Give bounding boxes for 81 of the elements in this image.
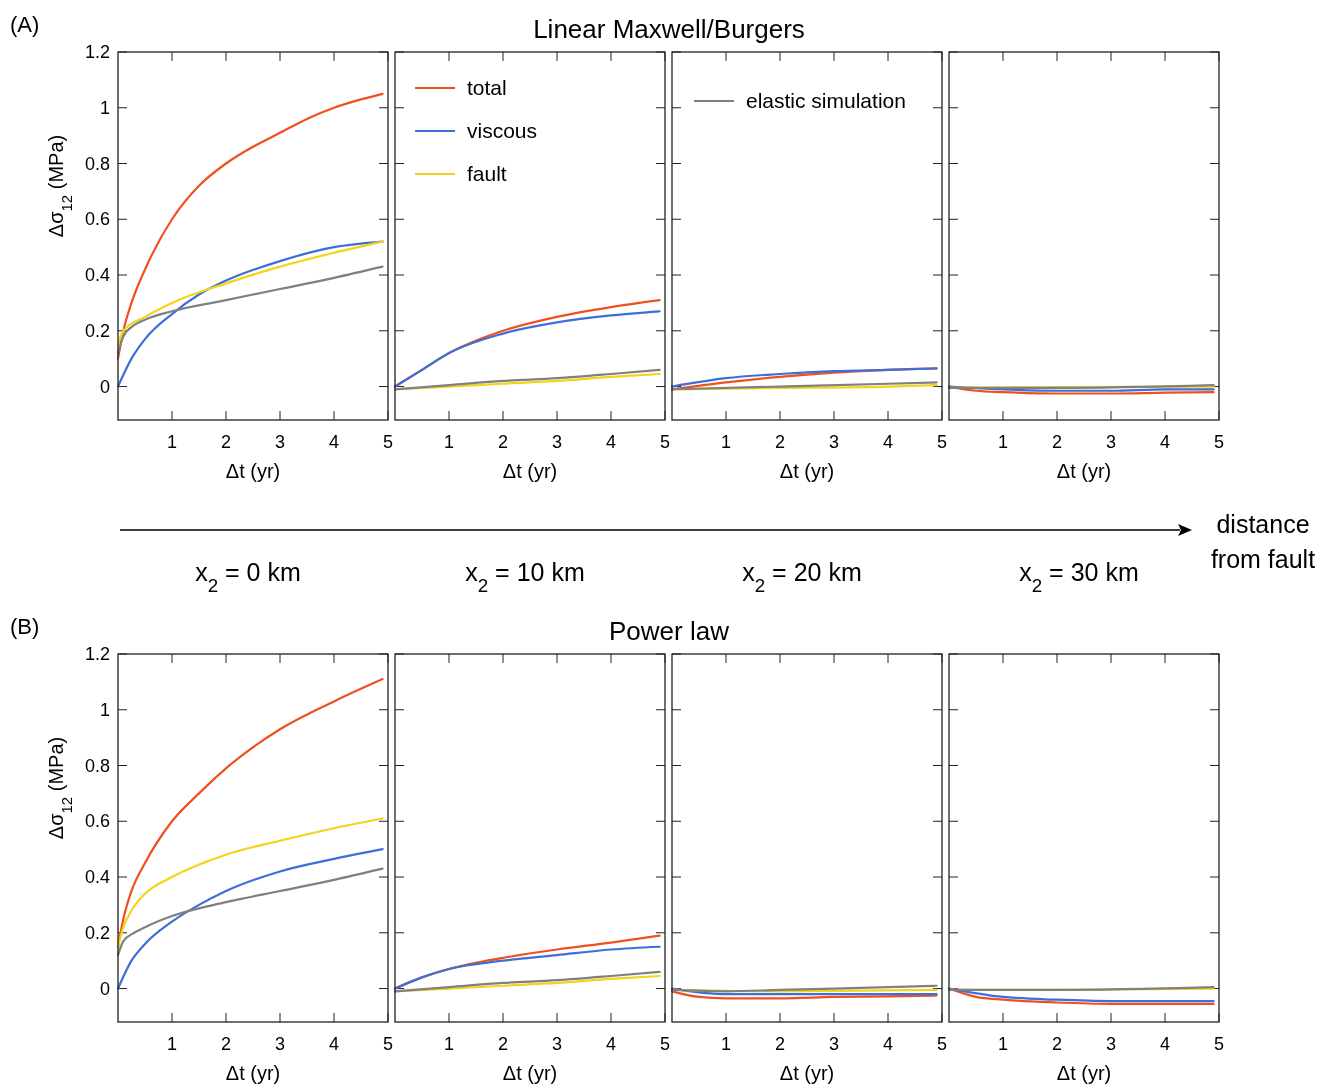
x-tick-label: 5	[1213, 1034, 1225, 1054]
x-tick-label: 2	[774, 432, 786, 452]
y-tick-label: 0.6	[84, 811, 110, 832]
text: x$_{2}$ = 30 km	[1019, 558, 1139, 596]
x-tick-label: 3	[828, 1034, 840, 1054]
x-axis-title: Δt (yr)	[1056, 1062, 1112, 1084]
text: x$_{2}$ = 20 km	[742, 558, 862, 596]
x-tick-label: 3	[274, 1034, 286, 1054]
x-tick-label: 2	[220, 432, 232, 452]
y-tick-label: 0.4	[84, 867, 110, 888]
y-tick-label: 0	[99, 376, 110, 397]
x-tick-label: 4	[328, 1034, 340, 1054]
x-tick-label: 5	[382, 432, 394, 452]
x-tick-label: 4	[1159, 1034, 1171, 1054]
line-series	[116, 848, 384, 990]
y-tick-label: 0	[99, 978, 110, 999]
y-tick-label: 1	[99, 699, 110, 720]
x-tick-label: 5	[659, 1034, 671, 1054]
x-tick-label: 1	[166, 1034, 178, 1054]
x-tick-label: 4	[328, 432, 340, 452]
y-tick-label: 1.2	[84, 644, 110, 664]
y-tick-label: 1.2	[84, 42, 110, 62]
x-tick-label: 4	[605, 1034, 617, 1054]
x-tick-label: 5	[1213, 432, 1225, 452]
x-tick-label: 2	[774, 1034, 786, 1054]
x-tick-label: 2	[497, 432, 509, 452]
text: (A)	[10, 12, 40, 37]
x-axis-title: Δt (yr)	[225, 1062, 281, 1084]
x-tick-label: 3	[1105, 432, 1117, 452]
x-tick-label: 2	[1051, 432, 1063, 452]
y-tick-label: 0.6	[84, 209, 110, 230]
x-tick-label: 1	[443, 432, 455, 452]
x-tick-label: 4	[605, 432, 617, 452]
x-tick-label: 4	[882, 1034, 894, 1054]
text: distance from fault	[1210, 510, 1316, 573]
x-tick-label: 1	[997, 432, 1009, 452]
x-axis-title: Δt (yr)	[502, 460, 558, 482]
x-axis-title: Δt (yr)	[779, 460, 835, 482]
text: x$_{2}$ = 0 km	[195, 558, 301, 596]
x-tick-label: 1	[720, 432, 732, 452]
legend-label: viscous	[467, 119, 538, 142]
y-tick-label: 0.8	[84, 755, 110, 776]
y-tick-label: 0.4	[84, 265, 110, 286]
x-axis-title: Δt (yr)	[502, 1062, 558, 1084]
x-tick-label: 1	[720, 1034, 732, 1054]
y-tick-label: 0.8	[84, 153, 110, 174]
x-tick-label: 1	[166, 432, 178, 452]
text: x$_{2}$ = 10 km	[465, 558, 585, 596]
line-series	[116, 817, 384, 948]
x-tick-label: 3	[274, 432, 286, 452]
text: Power law	[609, 616, 730, 646]
x-axis-title: Δt (yr)	[1056, 460, 1112, 482]
x-axis-title: Δt (yr)	[225, 460, 281, 482]
line-series	[116, 240, 384, 346]
line-series	[116, 265, 384, 355]
x-tick-label: 4	[1159, 432, 1171, 452]
x-axis-title: Δt (yr)	[779, 1062, 835, 1084]
legend-label: total	[467, 76, 507, 99]
x-tick-label: 2	[497, 1034, 509, 1054]
x-tick-label: 1	[443, 1034, 455, 1054]
x-tick-label: 5	[936, 1034, 948, 1054]
text: (B)	[10, 614, 40, 639]
x-tick-label: 3	[1105, 1034, 1117, 1054]
x-tick-label: 4	[882, 432, 894, 452]
line-series	[116, 92, 384, 360]
x-tick-label: 5	[382, 1034, 394, 1054]
y-tick-label: 1	[99, 97, 110, 118]
y-tick-label: 0.2	[84, 922, 110, 943]
y-tick-label: 0.2	[84, 320, 110, 341]
x-tick-label: 5	[659, 432, 671, 452]
x-tick-label: 5	[936, 432, 948, 452]
x-tick-label: 1	[997, 1034, 1009, 1054]
text: Linear Maxwell/Burgers	[533, 14, 805, 44]
legend-label: elastic simulation	[746, 89, 906, 112]
x-tick-label: 3	[551, 1034, 563, 1054]
x-tick-label: 2	[220, 1034, 232, 1054]
legend-label: fault	[467, 162, 507, 185]
x-tick-label: 3	[828, 432, 840, 452]
x-tick-label: 2	[1051, 1034, 1063, 1054]
line-series	[116, 867, 384, 957]
x-tick-label: 3	[551, 432, 563, 452]
